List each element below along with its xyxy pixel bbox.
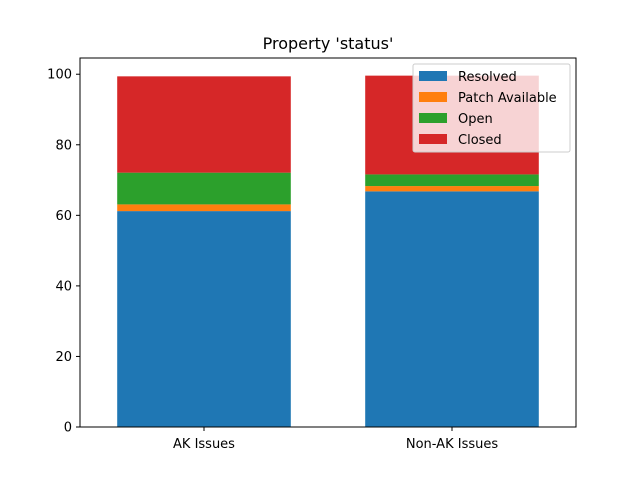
legend: Resolved Patch Available Open Closed xyxy=(412,63,571,153)
bar-resolved-non-ak-issues xyxy=(365,191,539,427)
bar-open-ak-issues xyxy=(117,172,291,205)
plot-frame xyxy=(79,57,577,428)
bar-closed-ak-issues xyxy=(117,76,291,173)
y-tick-label: 40 xyxy=(55,279,72,294)
y-tick-label: 20 xyxy=(55,350,72,365)
y-tick-label: 100 xyxy=(47,68,72,83)
legend-swatch xyxy=(419,113,447,123)
legend-label: Open xyxy=(458,112,493,127)
bar-patch-available-ak-issues xyxy=(117,204,291,212)
y-tick-label: 0 xyxy=(64,421,72,436)
y-tick-label: 80 xyxy=(55,138,72,153)
legend-swatch xyxy=(419,134,447,144)
axes-layer: 0 20 40 60 80 100 AK Issues Non-AK Issues xyxy=(47,57,577,452)
legend-label: Closed xyxy=(458,133,502,148)
bar-patch-available-non-ak-issues xyxy=(365,186,539,192)
bar-resolved-ak-issues xyxy=(117,211,291,427)
legend-box xyxy=(412,63,571,153)
x-tick-label: Non-AK Issues xyxy=(406,437,498,452)
y-tick-label: 60 xyxy=(55,209,72,224)
x-tick-label: AK Issues xyxy=(173,437,235,452)
legend-swatch xyxy=(419,71,447,81)
bar-open-non-ak-issues xyxy=(365,174,539,187)
legend-swatch xyxy=(419,92,447,102)
legend-label: Patch Available xyxy=(458,91,557,106)
legend-label: Resolved xyxy=(458,70,517,85)
chart-title: Property 'status' xyxy=(263,34,394,53)
bars-layer xyxy=(117,75,539,427)
